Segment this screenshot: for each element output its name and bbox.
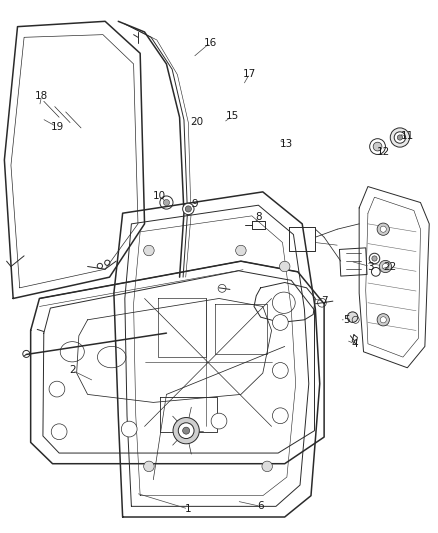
Circle shape <box>390 128 410 147</box>
Circle shape <box>380 317 386 323</box>
Circle shape <box>144 461 154 472</box>
Circle shape <box>173 417 199 444</box>
Text: 8: 8 <box>255 213 262 222</box>
Circle shape <box>379 260 392 273</box>
Circle shape <box>371 268 380 276</box>
Text: 9: 9 <box>191 199 198 208</box>
Text: 11: 11 <box>401 131 414 141</box>
Text: 13: 13 <box>280 139 293 149</box>
Text: 6: 6 <box>257 502 264 511</box>
Circle shape <box>211 413 227 429</box>
Circle shape <box>236 245 246 256</box>
Text: 17: 17 <box>243 69 256 78</box>
Circle shape <box>397 135 403 140</box>
Circle shape <box>121 421 137 437</box>
Circle shape <box>144 245 154 256</box>
Circle shape <box>185 206 191 212</box>
Circle shape <box>347 312 358 322</box>
Circle shape <box>272 408 288 424</box>
Circle shape <box>394 132 406 143</box>
Circle shape <box>183 427 190 434</box>
Circle shape <box>272 362 288 378</box>
Text: 1: 1 <box>185 504 192 514</box>
Text: 19: 19 <box>50 122 64 132</box>
Text: 5: 5 <box>343 315 350 325</box>
Circle shape <box>272 314 288 330</box>
Circle shape <box>377 313 389 326</box>
Circle shape <box>369 253 380 264</box>
Text: 16: 16 <box>204 38 217 47</box>
Text: 4: 4 <box>351 339 358 349</box>
Circle shape <box>51 424 67 440</box>
Circle shape <box>163 199 170 206</box>
Text: 20: 20 <box>191 117 204 126</box>
Circle shape <box>183 203 194 215</box>
Text: 18: 18 <box>35 91 48 101</box>
Circle shape <box>372 256 377 261</box>
Text: 12: 12 <box>377 147 390 157</box>
Text: 22: 22 <box>383 262 396 271</box>
Text: 10: 10 <box>153 191 166 201</box>
Circle shape <box>262 461 272 472</box>
Circle shape <box>178 423 194 439</box>
Circle shape <box>382 263 389 270</box>
Circle shape <box>380 226 386 232</box>
Circle shape <box>279 261 290 272</box>
Text: 2: 2 <box>69 366 76 375</box>
Text: 7: 7 <box>321 296 328 306</box>
Text: 15: 15 <box>226 111 239 121</box>
Circle shape <box>49 381 65 397</box>
Text: 3: 3 <box>367 262 374 271</box>
Circle shape <box>377 223 389 236</box>
Circle shape <box>373 142 382 151</box>
